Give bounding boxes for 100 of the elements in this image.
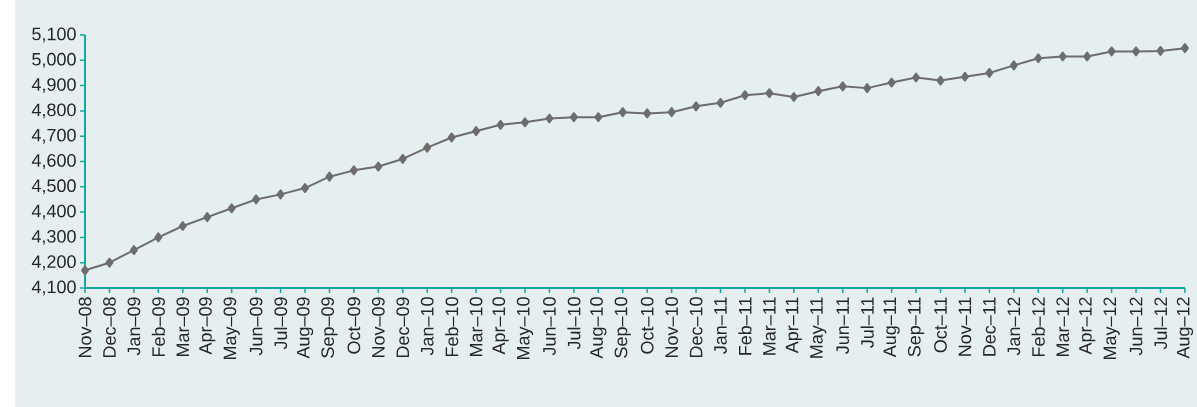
x-tick-label: Feb–10 bbox=[445, 297, 459, 357]
point bbox=[814, 86, 823, 97]
x-tick-label: Nov–11 bbox=[958, 297, 972, 356]
point bbox=[520, 117, 529, 128]
point bbox=[1156, 45, 1165, 56]
x-tick-label: May–10 bbox=[516, 297, 534, 360]
point bbox=[692, 101, 701, 112]
point bbox=[789, 91, 798, 102]
x-tick-label: Jan–10 bbox=[420, 297, 434, 356]
x-tick-label: Aug–12 bbox=[1176, 297, 1194, 359]
point bbox=[496, 119, 505, 130]
x-tick-label: Jun–11 bbox=[836, 297, 850, 354]
y-tick-label: 4,900 bbox=[31, 78, 76, 94]
x-tick-label: Jul–12 bbox=[1153, 297, 1168, 350]
point bbox=[545, 113, 554, 124]
y-tick-label: 4,200 bbox=[31, 255, 76, 271]
x-tick-label: Aug–09 bbox=[296, 297, 314, 359]
y-tick-label: 4,300 bbox=[31, 229, 76, 245]
x-tick-label: Nov–08 bbox=[78, 297, 92, 358]
x-tick-label: Jul–11 bbox=[860, 297, 874, 348]
x-tick-label: Nov–09 bbox=[371, 297, 385, 358]
point bbox=[960, 71, 969, 82]
x-tick-label: Dec–11 bbox=[983, 297, 996, 356]
point bbox=[398, 153, 407, 164]
y-tick-label: 4,800 bbox=[31, 103, 76, 119]
point bbox=[129, 245, 138, 256]
x-tick-label: Feb–11 bbox=[738, 297, 752, 355]
x-tick-label: Nov–10 bbox=[665, 297, 679, 358]
point bbox=[447, 132, 456, 143]
point bbox=[301, 183, 309, 194]
y-tick-label: 4,400 bbox=[31, 204, 76, 220]
point bbox=[716, 97, 725, 108]
point bbox=[667, 107, 676, 118]
y-tick-label: 4,100 bbox=[31, 280, 76, 296]
x-tick-label: Aug–10 bbox=[590, 297, 607, 359]
x-tick-label: Jan–09 bbox=[127, 297, 141, 356]
point bbox=[276, 189, 285, 200]
x-tick-label: Jun–12 bbox=[1129, 297, 1143, 356]
x-tick-label: Oct–10 bbox=[640, 297, 654, 354]
x-tick-label: Feb–09 bbox=[151, 297, 165, 357]
x-tick-label: Apr–12 bbox=[1079, 297, 1096, 355]
point bbox=[863, 83, 872, 94]
point bbox=[81, 265, 90, 276]
point bbox=[1132, 46, 1141, 57]
point bbox=[1180, 43, 1189, 54]
point bbox=[154, 232, 163, 243]
x-tick-label: May–11 bbox=[810, 297, 827, 358]
point bbox=[1107, 46, 1116, 57]
point bbox=[1034, 53, 1043, 64]
point bbox=[472, 126, 481, 137]
x-tick-label: Dec–09 bbox=[396, 297, 410, 358]
point bbox=[765, 88, 774, 99]
y-tick-label: 4,700 bbox=[31, 128, 76, 144]
x-tick-label: Sep–10 bbox=[614, 297, 631, 358]
point bbox=[1083, 51, 1092, 62]
point bbox=[178, 221, 187, 232]
point bbox=[740, 90, 749, 101]
point bbox=[887, 77, 896, 88]
x-tick-label: Jan–12 bbox=[1007, 297, 1021, 356]
x-tick-label: Apr–09 bbox=[199, 297, 216, 355]
point bbox=[1058, 51, 1067, 62]
y-tick-label: 5,000 bbox=[32, 52, 76, 68]
x-tick-label: Aug–11 bbox=[883, 297, 900, 358]
point bbox=[569, 112, 578, 123]
point bbox=[252, 194, 261, 205]
point bbox=[618, 107, 627, 118]
point bbox=[985, 67, 994, 78]
point bbox=[423, 142, 432, 153]
point bbox=[374, 161, 383, 172]
x-tick-label: Apr–11 bbox=[785, 297, 802, 354]
x-tick-label: Feb–12 bbox=[1031, 297, 1045, 357]
point bbox=[936, 75, 945, 86]
x-tick-label: Apr–10 bbox=[492, 297, 509, 355]
point bbox=[325, 171, 334, 182]
x-tick-label: Mar–12 bbox=[1056, 297, 1070, 357]
y-tick-label: 5,100 bbox=[32, 27, 76, 43]
y-tick-label: 4,500 bbox=[31, 179, 76, 195]
y-tick-label: 4,600 bbox=[31, 154, 76, 169]
x-tick-label: Mar–10 bbox=[469, 297, 483, 357]
x-tick-label: Sep–11 bbox=[907, 297, 925, 357]
x-tick-label: May–12 bbox=[1103, 297, 1120, 360]
x-tick-label: Dec–08 bbox=[103, 297, 116, 358]
point bbox=[349, 165, 358, 176]
point bbox=[227, 203, 236, 214]
point bbox=[643, 108, 652, 119]
point bbox=[203, 212, 212, 223]
point bbox=[1009, 60, 1018, 71]
x-tick-label: Mar–09 bbox=[176, 297, 190, 357]
x-tick-label: Mar–11 bbox=[763, 297, 776, 355]
x-tick-label: Oct–11 bbox=[934, 297, 947, 353]
point bbox=[838, 81, 847, 92]
x-tick-label: Jul–10 bbox=[567, 297, 581, 350]
x-tick-label: Jan–11 bbox=[714, 297, 727, 354]
x-tick-label: Jul–09 bbox=[273, 297, 288, 350]
x-tick-label: Oct–09 bbox=[347, 297, 361, 354]
x-tick-label: Jun–09 bbox=[249, 297, 263, 356]
point bbox=[594, 112, 603, 123]
x-tick-label: Jun–10 bbox=[543, 297, 556, 356]
x-tick-label: Dec–10 bbox=[689, 297, 703, 358]
point bbox=[105, 257, 114, 268]
